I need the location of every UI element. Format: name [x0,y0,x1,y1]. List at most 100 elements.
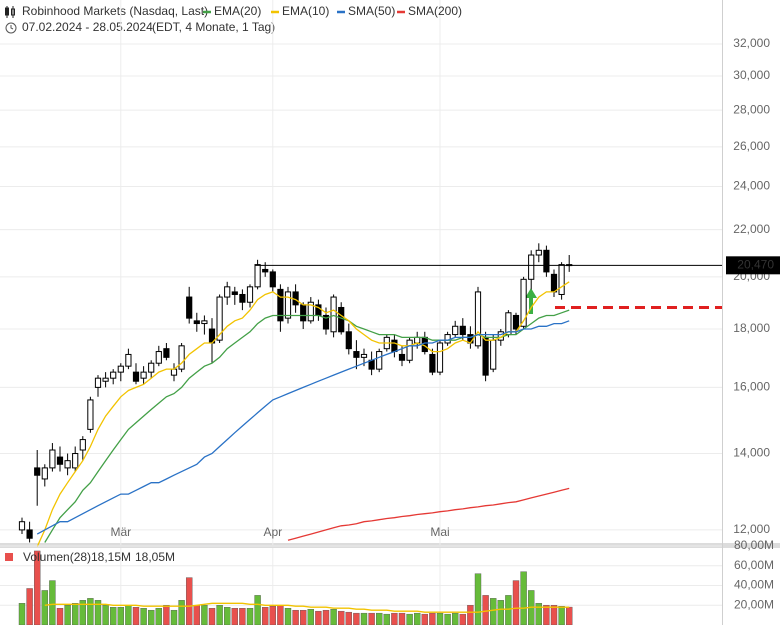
volume-tick-label: 40,00M [734,578,774,592]
candle-body [224,286,231,298]
volume-bar [520,571,527,625]
volume-bar [368,612,375,625]
volume-bar [26,588,33,625]
candle-body [528,254,535,280]
volume-bar [94,600,102,625]
candle-body [444,334,451,344]
volume-legend-value: 18,15M [91,550,131,564]
volume-bar [444,613,451,625]
candle-body [330,296,337,333]
volume-average-line [44,602,570,613]
candle-body [72,453,79,469]
volume-bar [322,609,330,625]
volume-bar [429,612,436,625]
volume-bar [550,605,558,625]
candle-body [216,296,223,341]
candle-body [474,291,482,347]
volume-bar [482,595,489,625]
volume-icon [5,553,13,561]
volume-bar [117,607,125,625]
y-tick-label: 14,000 [733,446,770,460]
volume-bar [109,607,117,625]
volume-bar [216,605,223,625]
candle-body [64,460,71,469]
volume-bar [208,608,216,625]
volume-bar [452,612,459,625]
volume-bar [421,613,428,625]
date-range: 07.02.2024 - 28.05.2024 [22,20,153,34]
volume-bar [102,605,109,625]
volume-bar [185,577,193,625]
volume-bar [497,600,504,625]
volume-bar [87,598,94,625]
volume-bar [467,605,474,625]
volume-bar [269,606,276,625]
candle-icon [5,6,15,18]
volume-bar [292,609,299,625]
candle-body [102,377,109,382]
volume-bar [566,606,573,625]
clock-icon [5,22,17,34]
candle-body [231,291,238,295]
candle-body [414,336,421,344]
volume-bar [474,573,482,625]
volume-bar [338,610,345,625]
volume-bar [505,595,512,625]
last-price-box [726,256,780,275]
x-tick-label: Mär [110,525,131,539]
candle-body [459,325,466,336]
candle-body [550,273,558,293]
candle-body [277,288,284,322]
candle-body [193,320,200,325]
indicator-line [287,487,570,541]
volume-bar [459,613,466,625]
candle-body [482,336,489,376]
candle-body [360,353,368,358]
y-tick-label: 28,000 [733,102,770,116]
candle-body [170,368,178,376]
x-tick-label: Mai [430,525,449,539]
candle-body [284,291,292,319]
candle-body [163,348,170,358]
candle-body [398,353,406,361]
y-tick-label: 16,000 [733,380,770,394]
candle-body [41,467,48,480]
volume-bar [71,603,79,625]
y-tick-label: 22,000 [733,222,770,236]
volume-bar [262,607,269,625]
volume-bar [79,600,87,625]
candle-body [125,353,132,367]
candle-body [345,331,352,350]
volume-bar [315,610,322,625]
volume-bar [155,608,163,625]
legend-label: EMA(20) [214,4,261,18]
candle-body [322,314,330,330]
candle-body [132,371,140,382]
volume-bar [231,608,239,625]
volume-bar [18,603,26,625]
volume-bar [193,605,201,625]
volume-bar [360,612,368,625]
candle-body [543,249,550,273]
volume-bar [330,609,337,625]
volume-bar [307,609,314,625]
candle-body [520,278,527,327]
candle-body [49,449,56,469]
volume-bar [34,550,41,625]
volume-tick-label: 60,00M [734,558,774,572]
volume-title: Volumen(28) [23,550,91,564]
candle-body [18,521,26,531]
candle-body [436,342,444,373]
volume-bar [41,590,48,625]
range-note: (EDT, 4 Monate, 1 Tag) [152,20,275,34]
candle-body [148,362,155,373]
volume-bar [391,612,398,625]
volume-bar [277,605,284,625]
y-tick-label: 30,000 [733,68,770,82]
volume-bar [512,580,520,625]
indicator-line [36,320,570,535]
volume-bar [558,606,565,625]
candle-body [262,268,269,273]
